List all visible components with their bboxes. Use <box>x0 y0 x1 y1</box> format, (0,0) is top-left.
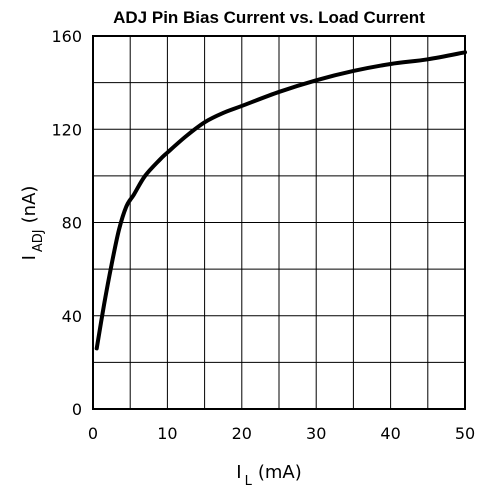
x-axis-label-unit: (mA) <box>258 462 302 483</box>
y-tick-label: 160 <box>51 27 82 46</box>
series-line-0 <box>94 50 467 351</box>
y-axis-label: I ADJ (nA) <box>19 186 46 261</box>
plot-area-frame <box>92 35 466 410</box>
x-axis-label-subscript: L <box>245 474 253 489</box>
chart-title: ADJ Pin Bias Current vs. Load Current <box>113 8 425 27</box>
y-tick-label: 80 <box>62 214 82 233</box>
y-axis-label-subscript: ADJ <box>31 229 46 252</box>
y-axis-label-unit: (nA) <box>19 186 40 224</box>
x-tick-label: 0 <box>88 424 98 443</box>
y-axis-label-main: I <box>19 255 40 260</box>
series-layer <box>94 50 467 351</box>
x-tick-label: 30 <box>306 424 326 443</box>
x-axis-label: I L (mA) <box>236 462 301 489</box>
tick-labels: 0 10 20 30 40 50 0 40 80 120 160 <box>51 27 475 443</box>
x-axis-label-main: I <box>236 462 241 483</box>
grid <box>93 36 465 409</box>
y-tick-label: 120 <box>51 120 82 139</box>
y-tick-label: 0 <box>72 400 82 419</box>
x-tick-label: 20 <box>232 424 252 443</box>
x-tick-label: 50 <box>455 424 475 443</box>
x-tick-label: 10 <box>157 424 177 443</box>
x-tick-label: 40 <box>380 424 400 443</box>
y-tick-label: 40 <box>62 307 82 326</box>
